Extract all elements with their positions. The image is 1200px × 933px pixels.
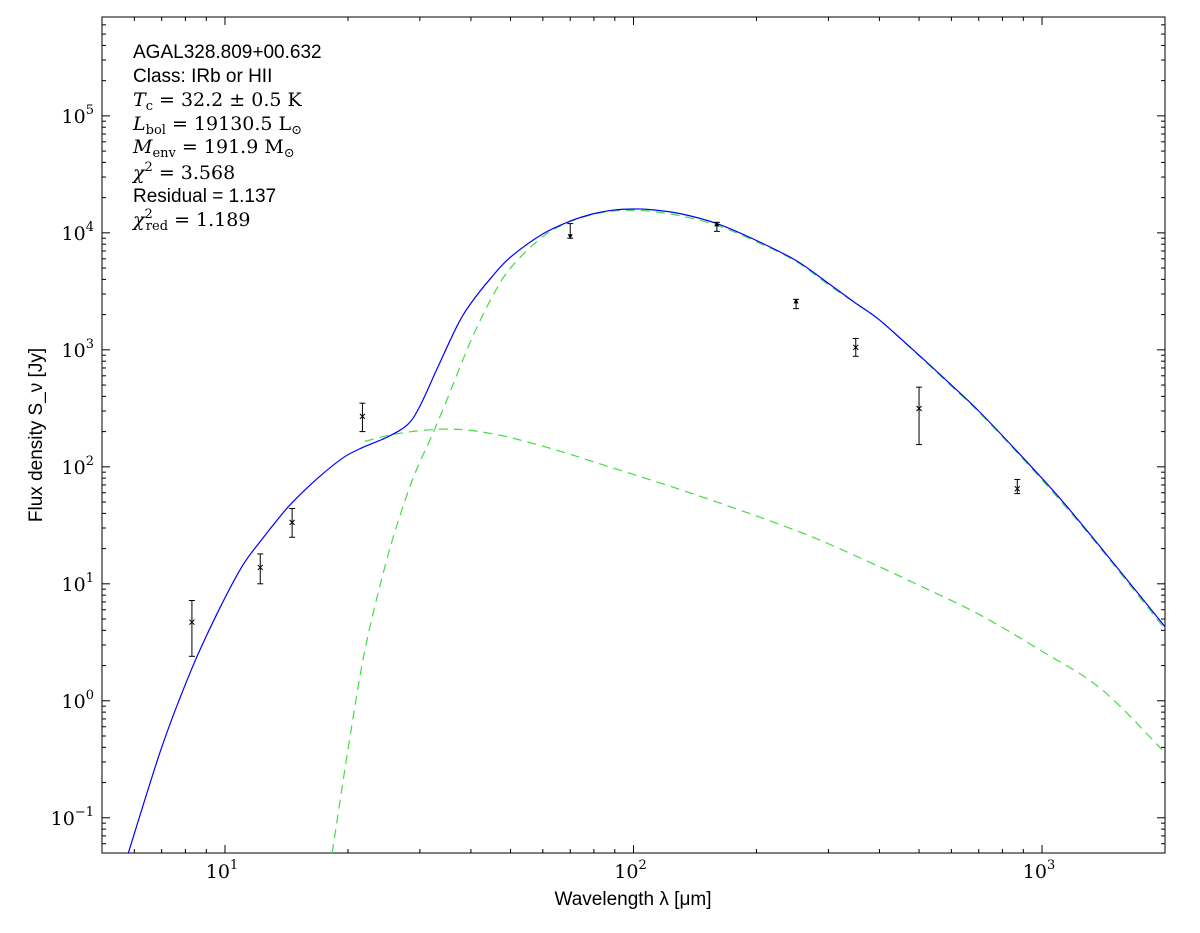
- y-tick-label: 10−1: [51, 805, 94, 830]
- annotation-tc: Tc = 32.2 ± 0.5 K: [133, 89, 303, 114]
- series-hot-component: [364, 428, 1165, 754]
- y-tick-label: 102: [62, 454, 94, 479]
- series-cold-component: [331, 209, 1165, 853]
- data-point: [359, 402, 366, 433]
- annotation-chi2-red: χ2 red = 1.189: [131, 207, 250, 234]
- minor-ticks: [101, 16, 1166, 854]
- x-tick-label: 101: [206, 858, 238, 883]
- x-marker: [359, 413, 366, 420]
- x-marker: [289, 519, 295, 526]
- annotation-residual: Residual = 1.137: [133, 186, 276, 207]
- annotation-source: AGAL328.809+00.632: [133, 42, 322, 63]
- data-point: [916, 386, 923, 446]
- y-tick-label: 101: [62, 571, 94, 596]
- data-point: [289, 508, 296, 538]
- y-axis-label: Flux density S_ν [Jy]: [26, 348, 47, 522]
- series-total-fit: [127, 208, 1165, 853]
- y-tick-label: 105: [62, 103, 94, 128]
- lower-limit-arrow: [793, 298, 799, 304]
- series-layer: [127, 208, 1165, 853]
- y-tick-label: 103: [62, 337, 94, 362]
- plot-frame: [101, 16, 1166, 854]
- data-point: [713, 221, 720, 232]
- major-ticks: [102, 17, 1165, 853]
- x-tick-label: 103: [1023, 858, 1055, 883]
- x-marker: [852, 344, 859, 351]
- y-tick-label: 100: [62, 688, 94, 713]
- x-marker: [189, 619, 195, 626]
- data-point: [188, 600, 195, 657]
- upper-limit-arrow: [567, 234, 573, 240]
- annotation-lbol: Lbol = 19130.5 L⊙: [132, 113, 302, 138]
- lower-limit-arrow: [714, 221, 720, 227]
- y-tick-labels: 10−1 100 101 102 103 104 105: [51, 103, 94, 830]
- x-marker: [916, 405, 922, 412]
- annotation-menv: Menv = 191.9 M⊙: [132, 136, 295, 161]
- data-point: [793, 298, 800, 310]
- data-point: [567, 223, 574, 240]
- data-point: [257, 553, 264, 585]
- data-point: [1014, 478, 1021, 495]
- annotation-class: Class: IRb or HII: [133, 66, 272, 87]
- x-tick-labels: 101 102 103: [206, 858, 1056, 883]
- points-layer: [188, 221, 1021, 657]
- x-tick-label: 102: [614, 858, 646, 883]
- annotation-chi2: χ2 = 3.568: [131, 160, 235, 184]
- y-tick-label: 104: [62, 220, 94, 245]
- x-axis-label: Wavelength λ [μm]: [554, 889, 711, 910]
- x-marker: [1014, 485, 1021, 492]
- x-marker: [257, 564, 264, 571]
- data-point: [852, 338, 859, 357]
